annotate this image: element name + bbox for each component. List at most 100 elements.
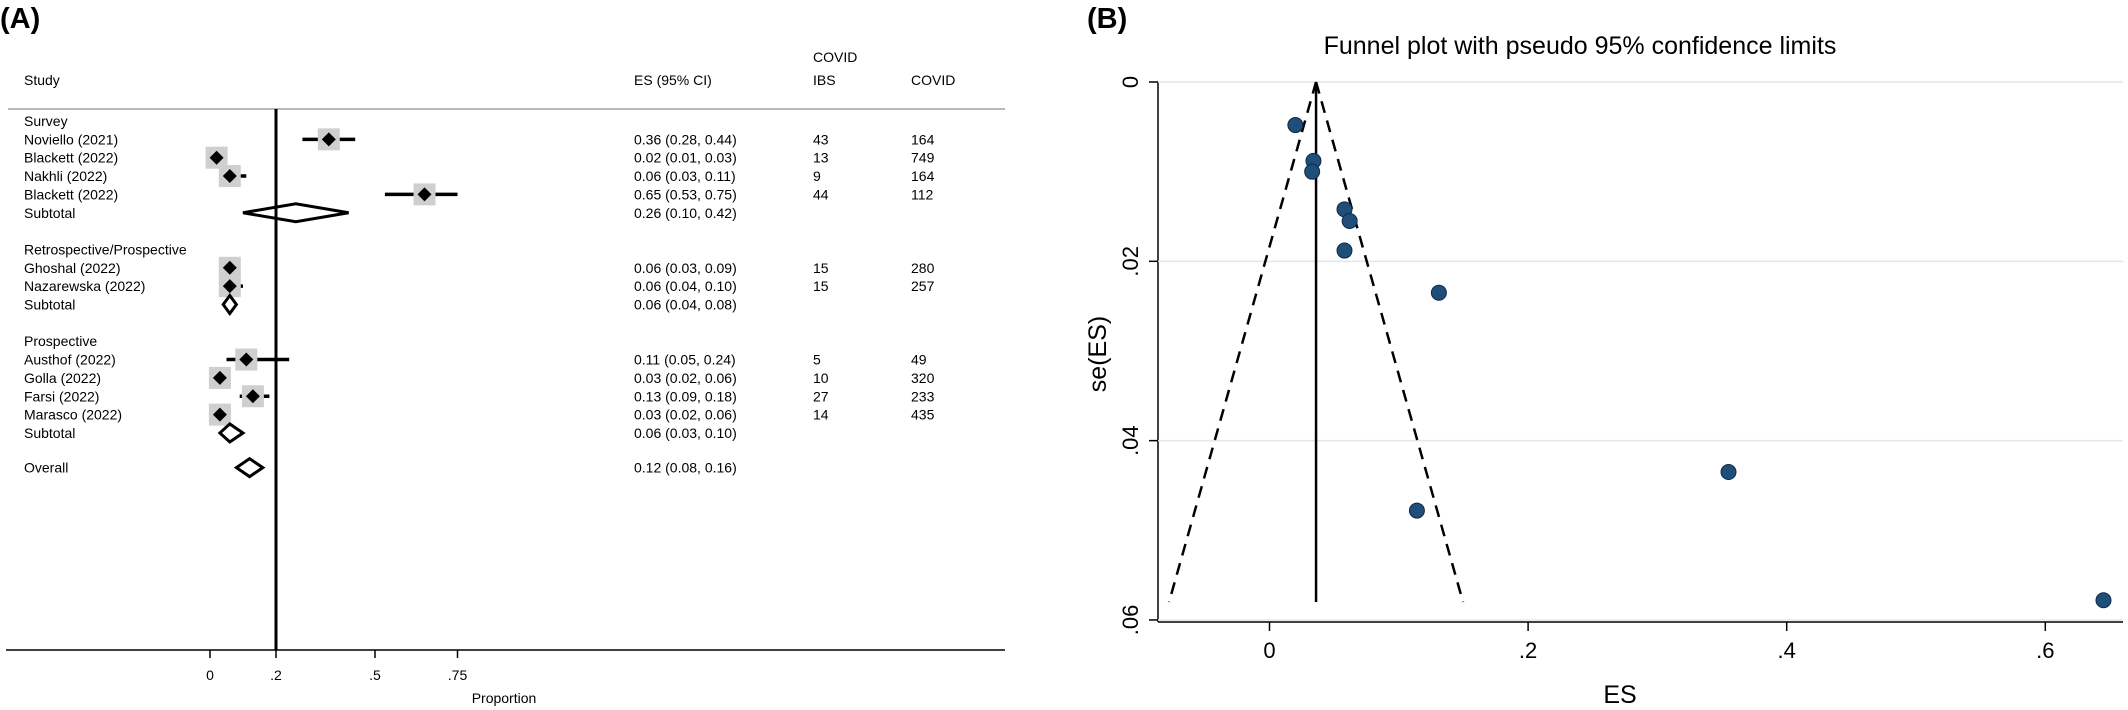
header-covid: COVID [911,72,955,88]
funnel-point [1408,502,1425,519]
subtotal-diamond [242,202,349,224]
point-estimate [222,260,237,275]
subtotal-label: Subtotal [24,297,75,313]
subtotal-diamond [221,292,239,317]
es-ci-text: 0.06 (0.03, 0.11) [634,168,736,184]
funnel-y-tick-label: .04 [1118,425,1143,456]
point-estimate [321,132,336,147]
panel-a-label: (A) [0,3,40,35]
study-name: Blackett (2022) [24,150,118,166]
group-label: Survey [24,113,68,129]
header-covid-ibs-top: COVID [813,49,857,65]
forest-tick-label: .75 [448,667,468,683]
forest-plot-panel: (A) Study ES (95% CI) COVID IBS COVID Su… [0,3,1005,706]
study-name: Golla (2022) [24,370,101,386]
point-estimate [222,279,237,294]
es-ci-text: 0.65 (0.53, 0.75) [634,186,737,202]
covid-count: 164 [911,168,935,184]
covid-count: 320 [911,370,935,386]
funnel-plot-panel: (B) Funnel plot with pseudo 95% confiden… [1084,3,2123,709]
es-ci-text: 0.12 (0.08, 0.16) [634,460,737,476]
header-es: ES (95% CI) [634,72,712,88]
covid-count: 164 [911,131,935,147]
point-estimate [209,150,224,165]
es-ci-text: 0.13 (0.09, 0.18) [634,388,737,404]
es-ci-text: 0.06 (0.03, 0.09) [634,260,737,276]
covid-ibs-count: 10 [813,370,829,386]
forest-rows: Survey Noviello (2021) 0.36 (0.28, 0.44) 43… [24,113,935,479]
study-name: Marasco (2022) [24,407,122,423]
covid-count: 233 [911,388,935,404]
header-covid-ibs-bottom: IBS [813,72,836,88]
covid-count: 257 [911,278,935,294]
forest-tick-label: .2 [270,667,282,683]
point-estimate [245,389,260,404]
es-ci-text: 0.36 (0.28, 0.44) [634,131,737,147]
group-label: Prospective [24,333,97,349]
forest-tick-label: .5 [369,667,381,683]
covid-ibs-count: 5 [813,352,821,368]
study-name: Farsi (2022) [24,388,99,404]
funnel-point [1287,117,1304,134]
study-name: Nazarewska (2022) [24,278,145,294]
covid-ibs-count: 44 [813,186,829,202]
ci-limit-right [1314,81,1465,603]
covid-ibs-count: 9 [813,168,821,184]
covid-ibs-count: 14 [813,407,829,423]
covid-count: 749 [911,150,935,166]
study-name: Ghoshal (2022) [24,260,121,276]
ci-limit-left [1167,81,1318,603]
funnel-y-tick-label: .02 [1118,246,1143,277]
covid-count: 49 [911,352,927,368]
funnel-x-tick-label: .6 [2036,638,2054,663]
subtotal-label: Subtotal [24,205,75,221]
funnel-x-tick-label: .4 [1778,638,1796,663]
es-ci-text: 0.03 (0.02, 0.06) [634,370,737,386]
es-ci-text: 0.02 (0.01, 0.03) [634,150,737,166]
group-label: Retrospective/Prospective [24,241,187,257]
funnel-x-axis-label: ES [1603,681,1636,709]
funnel-point [1336,242,1353,259]
forest-tick-label: 0 [206,667,214,683]
funnel-x-tick-label: 0 [1263,638,1275,663]
es-ci-text: 0.26 (0.10, 0.42) [634,205,737,221]
covid-count: 435 [911,407,935,423]
es-ci-text: 0.06 (0.04, 0.10) [634,278,737,294]
point-estimate [222,169,237,184]
funnel-y-tick-label: .06 [1118,605,1143,636]
funnel-y-tick-label: 0 [1118,76,1143,88]
funnel-plot-area: 0 .02 .04 .06 0 .2 .4 .6 [1118,76,2123,663]
study-name: Austhof (2022) [24,352,116,368]
funnel-x-tick-label: .2 [1519,638,1537,663]
es-ci-text: 0.03 (0.02, 0.06) [634,407,737,423]
funnel-point [1341,212,1358,229]
covid-ibs-count: 13 [813,150,829,166]
es-ci-text: 0.11 (0.05, 0.24) [634,352,736,368]
panel-b-label: (B) [1087,3,1127,35]
covid-ibs-count: 27 [813,388,829,404]
overall-diamond [233,456,266,479]
es-ci-text: 0.06 (0.03, 0.10) [634,425,737,441]
subtotal-label: Subtotal [24,425,75,441]
funnel-point [1720,464,1737,481]
covid-count: 280 [911,260,935,276]
subtotal-label: Overall [24,460,68,476]
study-name: Nakhli (2022) [24,168,107,184]
study-name: Blackett (2022) [24,186,118,202]
point-estimate [212,370,227,385]
covid-ibs-count: 15 [813,260,829,276]
point-estimate [239,352,254,367]
funnel-point [2095,592,2112,609]
subtotal-diamond [217,422,246,444]
funnel-title: Funnel plot with pseudo 95% confidence l… [1324,32,1837,60]
forest-ticks: 0 .2 .5 .75 [206,650,467,683]
funnel-point [1430,284,1447,301]
covid-ibs-count: 43 [813,131,829,147]
header-study: Study [24,72,60,88]
funnel-point [1304,163,1321,180]
study-name: Noviello (2021) [24,131,118,147]
funnel-y-axis-label: se(ES) [1084,316,1112,392]
covid-count: 112 [911,186,934,202]
point-estimate [417,187,432,202]
